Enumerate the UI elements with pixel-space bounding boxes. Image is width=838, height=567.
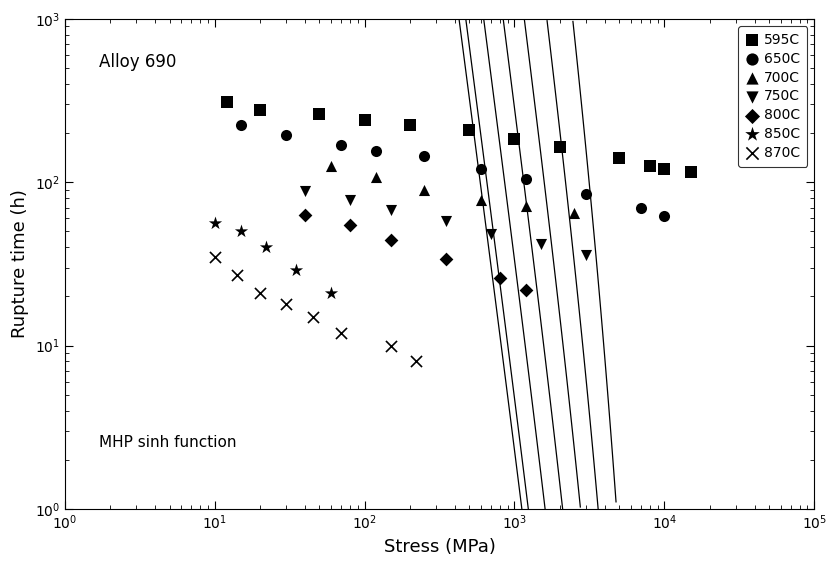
595C [463, 125, 476, 134]
650C [474, 165, 488, 174]
850C [290, 265, 303, 274]
650C [280, 130, 293, 139]
650C [370, 147, 383, 156]
870C [230, 270, 243, 280]
850C [324, 289, 338, 298]
700C [324, 162, 338, 171]
700C [567, 208, 581, 217]
870C [306, 312, 319, 321]
650C [634, 203, 648, 212]
X-axis label: Stress (MPa): Stress (MPa) [384, 538, 495, 556]
595C [220, 98, 233, 107]
750C [298, 187, 312, 196]
870C [253, 289, 266, 298]
700C [474, 195, 488, 204]
850C [259, 243, 272, 252]
650C [334, 141, 348, 150]
870C [334, 328, 348, 337]
650C [235, 120, 248, 129]
870C [280, 299, 293, 308]
595C [403, 120, 416, 129]
750C [385, 205, 398, 214]
650C [579, 189, 592, 198]
650C [658, 211, 671, 221]
750C [534, 239, 547, 248]
700C [370, 172, 383, 181]
800C [520, 285, 533, 294]
650C [520, 174, 533, 183]
750C [579, 250, 592, 259]
850C [235, 227, 248, 236]
595C [358, 116, 371, 125]
595C [658, 165, 671, 174]
800C [344, 220, 357, 229]
870C [385, 341, 398, 350]
650C [417, 151, 431, 160]
700C [520, 201, 533, 210]
595C [508, 134, 521, 143]
595C [643, 162, 656, 171]
595C [253, 106, 266, 115]
800C [298, 210, 312, 219]
800C [385, 236, 398, 245]
750C [484, 230, 498, 239]
Y-axis label: Rupture time (h): Rupture time (h) [11, 189, 29, 338]
800C [494, 273, 507, 282]
595C [684, 168, 697, 177]
595C [313, 110, 326, 119]
850C [208, 219, 221, 228]
870C [208, 252, 221, 261]
870C [409, 357, 422, 366]
595C [613, 154, 626, 163]
800C [439, 254, 453, 263]
750C [344, 195, 357, 204]
Text: Alloy 690: Alloy 690 [99, 53, 176, 71]
700C [417, 185, 431, 194]
750C [439, 217, 453, 226]
Text: MHP sinh function: MHP sinh function [99, 435, 236, 450]
Legend: 595C, 650C, 700C, 750C, 800C, 850C, 870C: 595C, 650C, 700C, 750C, 800C, 850C, 870C [738, 26, 807, 167]
595C [553, 142, 566, 151]
